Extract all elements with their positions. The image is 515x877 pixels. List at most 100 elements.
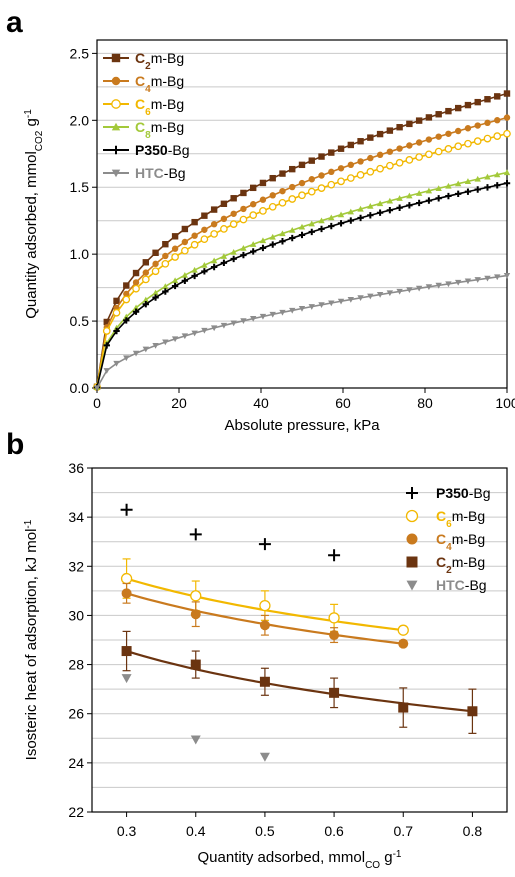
data-point: [494, 274, 501, 281]
data-point: [268, 202, 277, 211]
data-point: [425, 136, 433, 143]
data-point: [329, 687, 340, 698]
data-point: [190, 590, 202, 602]
data-point: [289, 227, 296, 233]
x-axis-label: Absolute pressure, kPa: [224, 417, 380, 434]
series-P350: [120, 503, 341, 562]
series-line: [96, 182, 508, 388]
y-axis-label: Isosteric heat of adsorption, kJ mol-1: [23, 519, 41, 760]
data-point: [503, 114, 511, 121]
data-point: [142, 301, 150, 308]
data-point: [142, 259, 150, 266]
legend-marker: [406, 487, 418, 499]
panel-a-label: a: [6, 6, 23, 39]
data-point: [464, 188, 472, 195]
data-point: [396, 204, 403, 211]
data-point: [434, 147, 443, 156]
legend-marker: [111, 145, 121, 155]
data-point: [249, 316, 257, 322]
legend-label: C6m-Bg: [135, 96, 184, 118]
data-point: [473, 137, 482, 145]
data-point: [162, 283, 169, 290]
x-tick-label: 0.6: [324, 823, 344, 839]
data-point: [435, 133, 442, 140]
data-point: [181, 271, 189, 278]
data-point: [337, 177, 345, 186]
data-point: [484, 173, 491, 180]
data-point: [318, 153, 325, 160]
data-point: [162, 288, 169, 295]
data-point: [93, 385, 101, 392]
data-point: [181, 246, 189, 255]
legend-label: C4m-Bg: [436, 531, 485, 553]
data-point: [152, 342, 159, 349]
data-point: [103, 318, 110, 326]
y-tick-label: 2.0: [70, 112, 90, 128]
fit-line: [126, 650, 473, 713]
data-point: [229, 220, 238, 228]
y-axis-label: Quantity adsorbed, mmolCO2 g-1: [23, 109, 45, 319]
y-tick-label: 1.0: [70, 246, 90, 262]
data-point: [376, 292, 384, 298]
data-point: [121, 588, 132, 599]
data-point: [347, 161, 355, 169]
data-point: [357, 214, 364, 222]
data-point: [171, 253, 179, 261]
data-point: [142, 346, 150, 353]
series-C8: [93, 169, 511, 390]
legend-label: HTC-Bg: [135, 165, 186, 181]
data-point: [112, 308, 121, 317]
data-point: [503, 129, 511, 138]
data-point: [123, 282, 130, 289]
data-point: [435, 282, 442, 289]
data-point: [259, 313, 267, 320]
series-C2: [121, 630, 478, 734]
data-point: [200, 235, 209, 244]
legend-marker: [406, 556, 418, 568]
data-point: [328, 149, 335, 156]
legend-label: C4m-Bg: [135, 73, 184, 95]
data-point: [210, 206, 218, 213]
data-point: [425, 150, 433, 159]
data-point: [328, 222, 335, 230]
data-point: [308, 220, 315, 227]
x-tick-label: 40: [253, 395, 269, 411]
data-point: [201, 268, 208, 275]
data-point: [120, 503, 133, 516]
data-point: [122, 295, 131, 304]
data-point: [435, 195, 442, 202]
data-point: [318, 217, 325, 224]
data-point: [464, 139, 472, 148]
data-point: [308, 157, 315, 164]
data-point: [220, 215, 228, 223]
data-point: [269, 311, 276, 318]
data-point: [308, 228, 315, 236]
data-point: [240, 189, 247, 197]
data-point: [425, 187, 433, 194]
data-point: [376, 164, 384, 173]
data-point: [103, 368, 110, 374]
data-point: [152, 249, 159, 256]
data-point: [337, 298, 345, 305]
legend-marker: [111, 53, 121, 63]
data-point: [298, 305, 306, 312]
data-point: [189, 528, 202, 541]
data-point: [406, 192, 413, 199]
data-point: [415, 190, 423, 196]
series-HTC: [93, 273, 511, 392]
data-point: [279, 170, 286, 177]
data-point: [298, 223, 306, 230]
data-point: [474, 277, 481, 283]
data-point: [376, 130, 384, 138]
data-point: [307, 187, 316, 196]
x-tick-label: 20: [171, 395, 187, 411]
data-point: [259, 599, 271, 612]
data-point: [191, 232, 198, 239]
data-point: [406, 202, 413, 209]
data-point: [445, 182, 452, 189]
data-point: [347, 141, 355, 149]
data-point: [259, 179, 267, 187]
data-point: [298, 161, 306, 169]
data-point: [181, 333, 189, 340]
series-C6: [93, 129, 511, 391]
